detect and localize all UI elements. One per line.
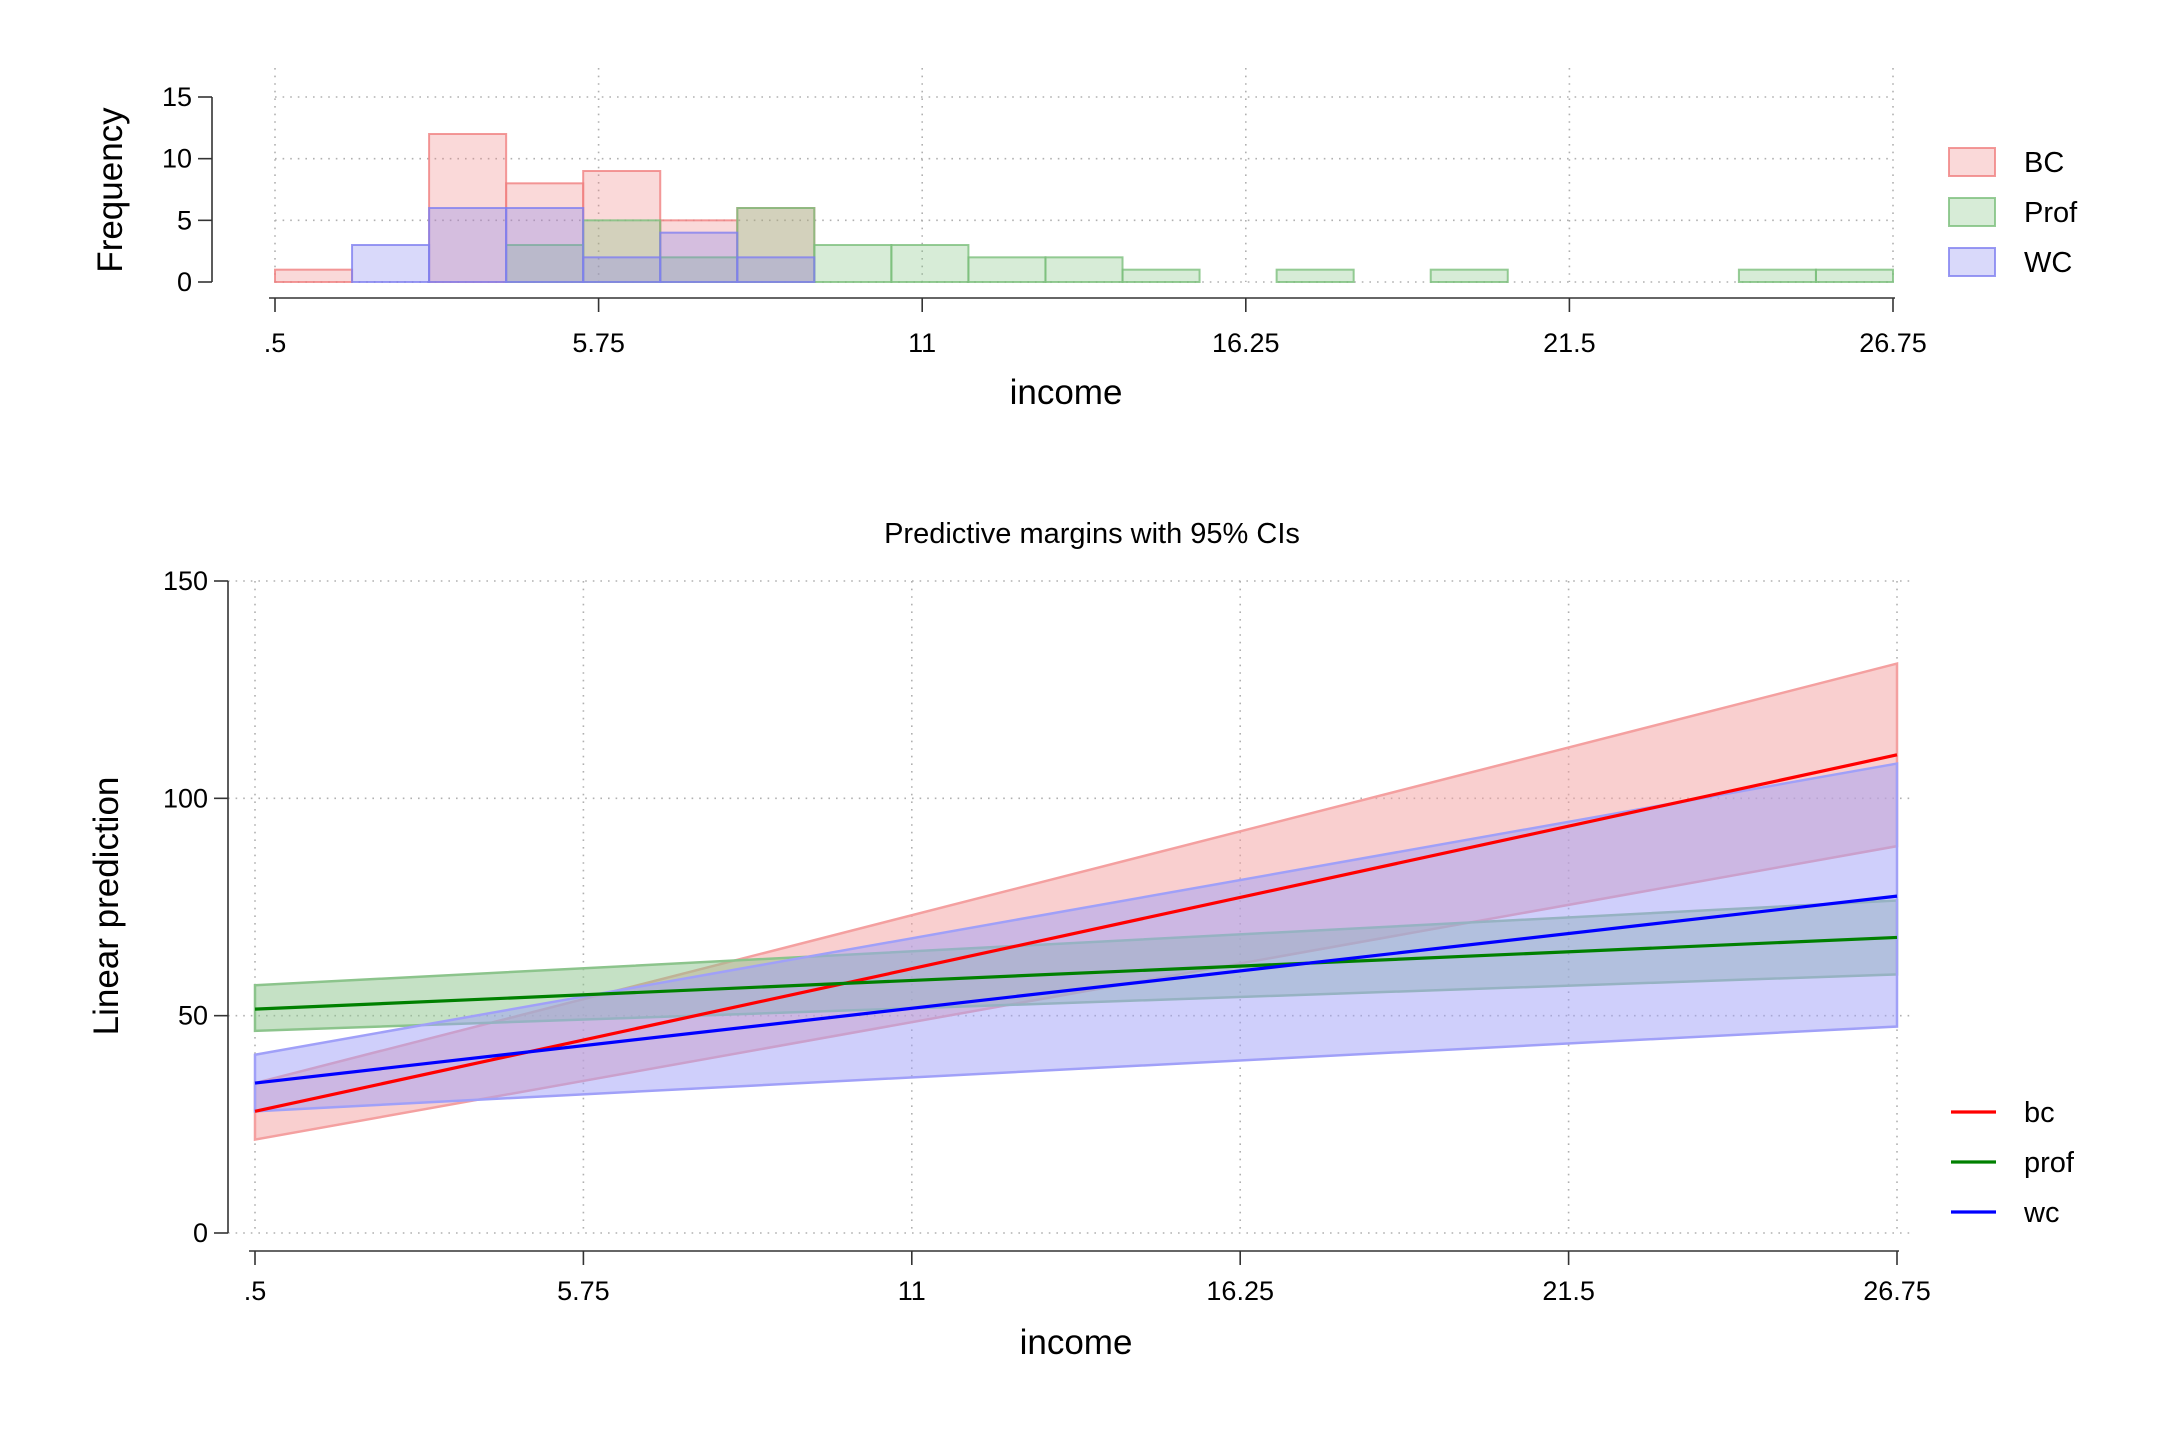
bar-prof [1429, 268, 1509, 283]
y-tick-label: 10 [162, 144, 192, 174]
x-tick-label: 5.75 [557, 1276, 610, 1306]
chart-title: Predictive margins with 95% CIs [884, 518, 1300, 550]
y-tick-label: 0 [193, 1218, 208, 1248]
x-tick-label: .5 [264, 328, 287, 358]
bar-prof [1121, 268, 1201, 283]
y-axis-title: Linear prediction [87, 777, 126, 1036]
line-wc [254, 894, 1898, 1085]
x-tick-label: .5 [244, 1276, 267, 1306]
legend-label-wc: WC [2024, 247, 2072, 279]
bar-prof [1275, 268, 1355, 283]
bar-prof [813, 244, 893, 283]
y-tick-label: 5 [177, 205, 192, 235]
x-tick-label: 11 [898, 1276, 926, 1306]
y-tick-label: 15 [162, 82, 192, 112]
y-axis-title: Frequency [91, 107, 130, 273]
bar-prof [1814, 268, 1895, 283]
bar-bc [274, 268, 354, 283]
bar-prof [967, 256, 1047, 284]
bar-wc [505, 207, 585, 283]
y-tick-label: 0 [177, 267, 192, 297]
bar-wc [428, 207, 508, 283]
bar-wc [659, 231, 739, 284]
x-tick-label: 11 [908, 328, 936, 358]
legend-label-prof: Prof [2024, 197, 2078, 229]
x-tick-label: 21.5 [1543, 328, 1596, 358]
y-tick-label: 50 [178, 1001, 208, 1031]
x-tick-label: 21.5 [1542, 1276, 1595, 1306]
bar-prof [1044, 256, 1124, 284]
y-tick-label: 150 [163, 566, 208, 596]
legend-swatch-prof [1948, 197, 1996, 227]
histogram-panel: 0 5 10 15 .5 5.75 11 16.25 21.5 26.75 income Freque… [91, 68, 2078, 412]
x-axis-title: income [1010, 373, 1123, 412]
x-tick-label: 26.75 [1859, 328, 1927, 358]
bar-wc [582, 256, 662, 284]
x-axis-title: income [1020, 1323, 1133, 1362]
legend-swatch-wc [1948, 247, 1996, 277]
x-tick-label: 26.75 [1863, 1276, 1931, 1306]
x-tick-label: 5.75 [572, 328, 625, 358]
bar-prof [582, 219, 662, 283]
bar-bc [505, 182, 585, 283]
legend-label-prof: prof [2024, 1147, 2075, 1179]
line-prof [254, 935, 1898, 1011]
bar-prof [1737, 268, 1817, 283]
legend-label-bc: bc [2024, 1097, 2055, 1129]
legend-swatch-bc [1948, 147, 1996, 177]
legend-label-bc: BC [2024, 147, 2064, 179]
bar-wc [351, 244, 431, 283]
bar-prof [890, 244, 970, 283]
x-tick-label: 16.25 [1212, 328, 1280, 358]
margins-panel: 0 50 100 150 .5 5.75 11 16.25 21.5 26.75 Predictiv… [87, 518, 2075, 1362]
y-tick-label: 100 [163, 783, 208, 813]
x-tick-label: 16.25 [1206, 1276, 1274, 1306]
bar-prof [505, 244, 585, 283]
bar-wc [736, 256, 816, 284]
ci-band-wc [253, 762, 1899, 1113]
legend-label-wc: wc [2023, 1197, 2059, 1229]
